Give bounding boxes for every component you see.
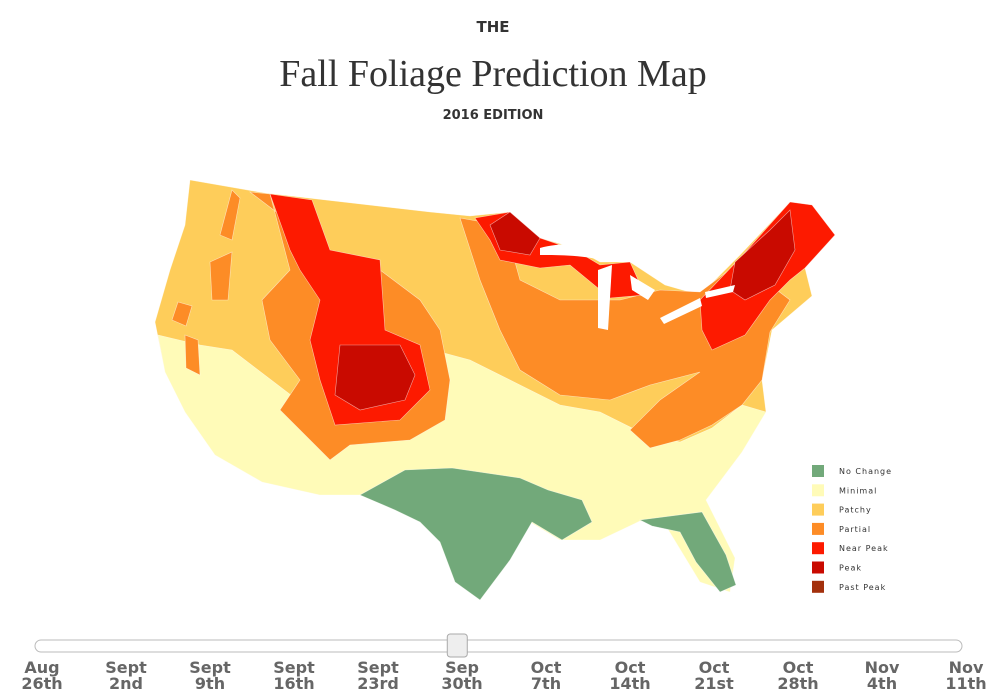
legend-swatch (812, 561, 824, 574)
title: Fall Foliage Prediction Map (279, 53, 706, 95)
slider-tick-day[interactable]: 30th (441, 674, 482, 693)
map-region (184, 334, 201, 376)
slider-tick-month[interactable]: Nov (949, 658, 984, 677)
slider-tick-month[interactable]: Sept (105, 658, 147, 677)
legend-swatch (812, 484, 824, 497)
slider-thumb[interactable] (446, 633, 468, 658)
slider-track[interactable] (34, 639, 963, 653)
slider-tick-day[interactable]: 9th (195, 674, 225, 693)
legend-label: Minimal (839, 486, 877, 495)
slider-tick-day[interactable]: 23rd (357, 674, 399, 693)
slider-tick-day[interactable]: 28th (777, 674, 818, 693)
slider-tick-day[interactable]: 14th (609, 674, 650, 693)
date-slider[interactable]: Aug26thSept2ndSept9thSept16thSept23rdSep… (21, 633, 987, 693)
slider-tick-month[interactable]: Aug (24, 658, 59, 677)
legend-label: Past Peak (839, 583, 886, 592)
slider-tick-month[interactable]: Oct (783, 658, 814, 677)
slider-tick-day[interactable]: 11th (945, 674, 986, 693)
legend-swatch (812, 465, 824, 477)
lake (660, 298, 702, 324)
us-map (154, 179, 836, 601)
lake (598, 265, 612, 330)
map-region (171, 301, 193, 327)
map-region (638, 511, 737, 593)
map-region (359, 467, 593, 601)
slider-tick-day[interactable]: 4th (867, 674, 897, 693)
lake (705, 285, 735, 298)
lake (540, 244, 625, 262)
map-region (209, 251, 233, 301)
slider-tick-day[interactable]: 7th (531, 674, 561, 693)
kicker: THE (476, 18, 509, 36)
edition: 2016 EDITION (443, 108, 544, 123)
slider-tick-month[interactable]: Sept (357, 658, 399, 677)
map-region (489, 211, 541, 256)
slider-tick-day[interactable]: 16th (273, 674, 314, 693)
legend-label: No Change (839, 467, 892, 476)
slider-tick-day[interactable]: 26th (21, 674, 62, 693)
map-region (219, 189, 241, 241)
legend-swatch (812, 542, 824, 555)
lake (630, 275, 655, 300)
slider-tick-month[interactable]: Sep (445, 658, 479, 677)
slider-tick-month[interactable]: Sept (189, 658, 231, 677)
legend-label: Partial (839, 525, 871, 534)
legend: No Change Minimal Patchy Partial Near Peak Pe… (812, 465, 892, 593)
legend-label: Peak (839, 564, 862, 573)
legend-label: Near Peak (839, 544, 889, 553)
slider-tick-month[interactable]: Sept (273, 658, 315, 677)
legend-label: Patchy (839, 506, 872, 515)
legend-swatch (812, 503, 824, 516)
slider-tick-month[interactable]: Nov (865, 658, 900, 677)
legend-swatch (812, 580, 824, 593)
legend-swatch (812, 522, 824, 535)
slider-tick-day[interactable]: 21st (694, 674, 734, 693)
slider-tick-month[interactable]: Oct (615, 658, 646, 677)
slider-tick-month[interactable]: Oct (531, 658, 562, 677)
slider-tick-month[interactable]: Oct (699, 658, 730, 677)
map-region (459, 217, 791, 449)
map-region (334, 344, 416, 411)
slider-tick-day[interactable]: 2nd (109, 674, 143, 693)
